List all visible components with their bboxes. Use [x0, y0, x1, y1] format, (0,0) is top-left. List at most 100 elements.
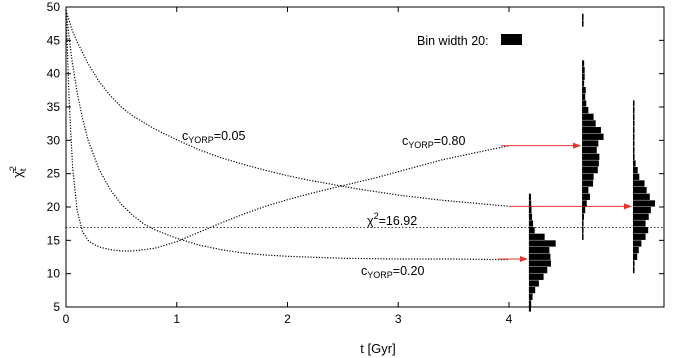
histogram-bar	[632, 233, 646, 240]
arrows	[497, 142, 632, 262]
histogram-bar	[632, 200, 656, 207]
histogram-bar	[582, 127, 601, 134]
curve-series-1	[65, 10, 510, 261]
histograms	[528, 13, 656, 312]
histogram-bar	[528, 247, 550, 254]
histogram-bar	[582, 233, 584, 240]
histogram-bar	[528, 280, 539, 287]
x-tick-label: 1	[173, 312, 180, 326]
plot-frame	[65, 6, 665, 308]
histogram-bar	[528, 300, 532, 307]
bin-width-box	[501, 34, 522, 45]
histogram-bar	[582, 200, 587, 207]
histogram-bar	[632, 267, 635, 274]
histogram-bar	[582, 20, 584, 27]
histogram-bar	[582, 227, 584, 234]
histogram-bar	[632, 213, 649, 220]
y-axis-title-sub: t	[18, 168, 28, 171]
histogram-bar	[528, 220, 534, 227]
y-axis-title: χ̄2t	[8, 166, 28, 178]
histogram-bar	[582, 100, 587, 107]
histogram-bar	[528, 287, 536, 294]
plot-border	[65, 6, 665, 308]
y-tick-label: 45	[47, 33, 61, 47]
histogram-bar	[528, 260, 551, 267]
histogram-bar	[632, 167, 638, 174]
curve-series-2	[65, 10, 510, 252]
histogram-bar	[632, 193, 650, 200]
y-tick-label: 20	[47, 200, 61, 214]
histogram-bar	[632, 240, 642, 247]
histogram-bar	[632, 207, 651, 214]
x-tick-label: 4	[506, 312, 513, 326]
bin-width-label: Bin width 20:	[417, 34, 489, 48]
label-chi2-threshold: χ2=16.92	[367, 211, 417, 228]
histogram-bar	[582, 113, 594, 120]
histogram-bar	[582, 187, 589, 194]
y-tick-label: 15	[47, 233, 61, 247]
y-tick-label: 50	[47, 0, 61, 14]
histogram-bar	[528, 213, 533, 220]
histogram-bar	[582, 173, 594, 180]
histogram-bar	[582, 207, 586, 214]
histogram-bar	[528, 253, 551, 260]
histogram-bar	[582, 180, 594, 187]
histogram-bar	[528, 207, 532, 214]
histogram-bar	[528, 233, 545, 240]
histogram-bar	[632, 133, 635, 140]
y-tick-label: 30	[47, 133, 61, 147]
histogram-bar	[582, 107, 589, 114]
histogram-bar	[582, 220, 584, 227]
histogram-bar	[582, 140, 599, 147]
histogram-bar	[582, 153, 600, 160]
svg-text:χ̄2t: χ̄2t	[8, 166, 28, 178]
y-tick-label: 35	[47, 100, 61, 114]
curve-series-0	[65, 10, 510, 207]
y-tick-label: 25	[47, 167, 61, 181]
y-axis-title-main: χ̄	[10, 169, 25, 178]
histogram-bar	[632, 253, 638, 260]
histogram-bar	[582, 93, 586, 100]
histogram-bar	[582, 73, 585, 80]
histogram-bar	[632, 260, 635, 267]
x-axis: 0 1 2 3 4	[63, 7, 513, 326]
label-cyorp-0-20: cYORP=0.20	[361, 264, 424, 280]
histogram-bar	[528, 293, 533, 300]
y-axis: 5 10 15 20 25 30 35 40 45 50	[47, 0, 664, 314]
histogram-bar	[528, 193, 531, 200]
histogram-bar	[582, 13, 584, 20]
histogram-bar	[582, 160, 599, 167]
histogram-bar	[582, 60, 585, 67]
x-tick-label: 3	[395, 312, 402, 326]
histogram-bar	[528, 227, 535, 234]
histogram-bar	[632, 100, 635, 107]
x-axis-title: t [Gyr]	[360, 341, 395, 356]
histogram-bar	[632, 120, 635, 127]
histogram-bar	[582, 213, 584, 220]
histogram-0	[528, 193, 556, 312]
histogram-2	[632, 100, 656, 274]
label-cyorp-0-80: cYORP=0.80	[402, 134, 465, 150]
histogram-bar	[632, 140, 635, 147]
histogram-bar	[582, 167, 598, 174]
y-tick-label: 40	[47, 67, 61, 81]
curves	[65, 10, 510, 261]
histogram-bar	[528, 267, 548, 274]
histogram-bar	[582, 80, 585, 87]
histogram-bar	[632, 227, 649, 234]
histogram-bar	[582, 67, 585, 74]
histogram-bar	[632, 180, 645, 187]
histogram-bar	[582, 120, 596, 127]
histogram-bar	[582, 87, 586, 94]
histogram-bar	[528, 200, 532, 207]
histogram-bar	[632, 107, 635, 114]
histogram-bar	[632, 247, 639, 254]
histogram-bar	[528, 240, 556, 247]
histogram-bar	[528, 273, 544, 280]
histogram-bar	[632, 160, 636, 167]
histogram-bar	[632, 127, 635, 134]
histogram-bar	[632, 220, 646, 227]
x-tick-label: 0	[63, 312, 70, 326]
y-axis-title-sup: 2	[8, 166, 18, 171]
